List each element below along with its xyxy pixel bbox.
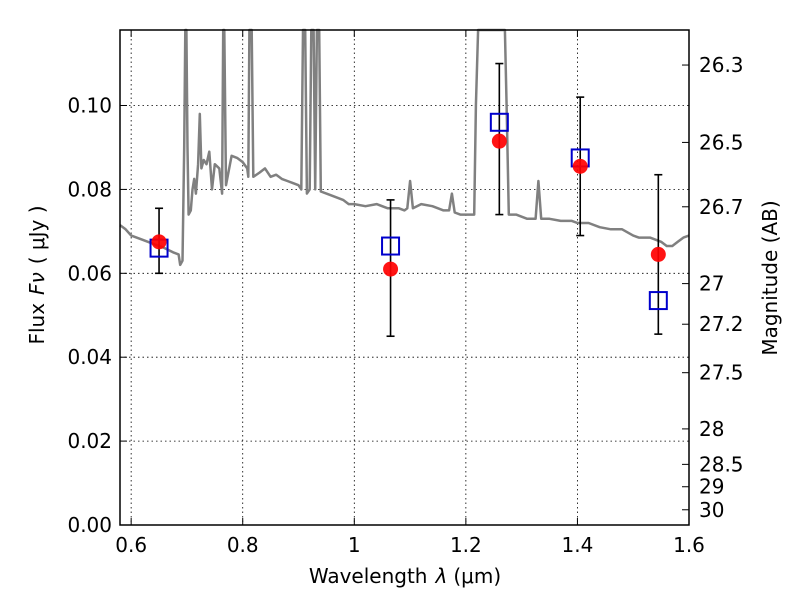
x-tick-label: 1.4: [562, 533, 594, 557]
model-photometry-square: [648, 291, 668, 311]
x-tick-label: 0.8: [227, 533, 259, 557]
observed-flux-point: [572, 158, 588, 174]
y2-tick-label: 26.5: [699, 130, 744, 154]
model-spectrum-line: [119, 28, 690, 267]
x-axis-title: Wavelength λ (μm): [309, 564, 501, 588]
y-tick-label: 0.08: [67, 177, 112, 201]
observed-flux-point: [650, 246, 666, 262]
x-tick-label: 1.6: [673, 533, 705, 557]
y2-tick-label: 27.2: [699, 312, 744, 336]
y2-tick-label: 27: [699, 272, 724, 296]
y-tick-label: 0.00: [67, 513, 112, 537]
y2-tick-label: 28: [699, 417, 724, 441]
x-tick-label: 0.6: [115, 533, 147, 557]
y2-tick-label: 30: [699, 498, 724, 522]
model-photometry-square: [381, 236, 401, 256]
y2-tick-label: 28.5: [699, 452, 744, 476]
y-axis-title: FluxFν( μJy ): [25, 205, 49, 344]
x-tick-label: 1: [348, 533, 361, 557]
model-photometry-square: [489, 112, 509, 132]
observed-flux-point: [151, 234, 167, 250]
data-markers: [149, 112, 668, 311]
gridlines: [120, 30, 690, 526]
y-tick-label: 0.06: [67, 261, 112, 285]
axis-ticks: 0.6 0.8 1 1.2 1.4 1.6 0.00 0.02 0.04 0.06 0.08 0.10…: [67, 30, 744, 557]
y2-tick-label: 26.7: [699, 195, 744, 219]
y2-tick-label: 26.3: [699, 53, 744, 77]
y2-tick-label: 27.5: [699, 361, 744, 385]
y-tick-label: 0.02: [67, 429, 112, 453]
y2-tick-label: 29: [699, 475, 724, 499]
y-tick-label: 0.10: [67, 94, 112, 118]
observed-flux-point: [383, 261, 399, 277]
x-tick-label: 1.2: [450, 533, 482, 557]
y2-axis-title: Magnitude (AB): [758, 200, 782, 355]
y-tick-label: 0.04: [67, 345, 112, 369]
model-spectrum: [119, 28, 690, 267]
plot-frame: [119, 29, 690, 526]
observed-flux-point: [491, 133, 507, 149]
